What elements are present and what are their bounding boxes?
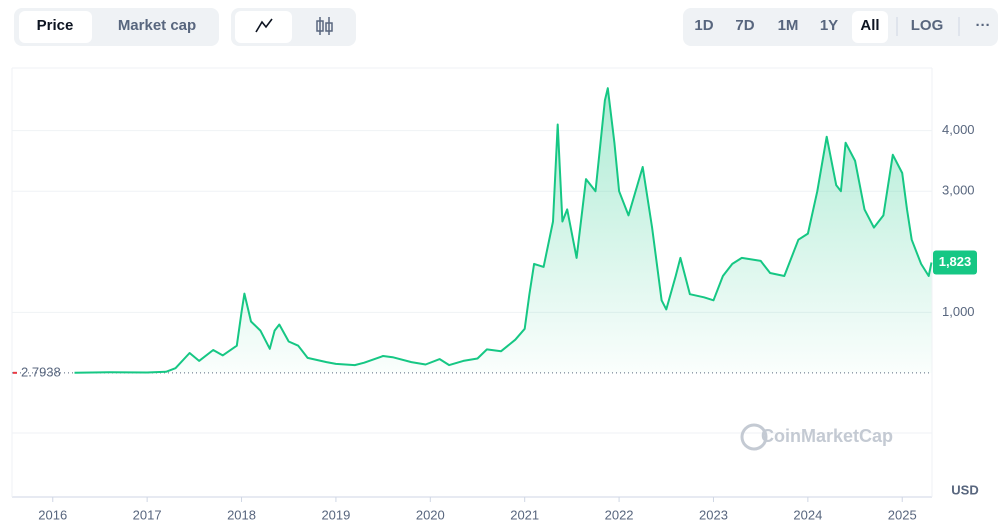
y-tick-label: 3,000	[942, 183, 975, 198]
x-tick-label: 2025	[888, 507, 917, 522]
range-active	[852, 11, 888, 43]
range-button[interactable]: 7D	[735, 17, 754, 34]
range-button[interactable]: 1Y	[820, 17, 838, 34]
x-tick-label: 2022	[605, 507, 634, 522]
marketcap-tab[interactable]: Market cap	[118, 17, 196, 34]
y-tick-label: 4,000	[942, 122, 975, 137]
line-style-button[interactable]	[235, 11, 292, 43]
watermark-logo	[740, 423, 768, 451]
x-tick-label: 2023	[699, 507, 728, 522]
range-button[interactable]: 1M	[778, 17, 799, 34]
currency-label: USD	[951, 482, 978, 497]
x-tick-label: 2020	[416, 507, 445, 522]
x-tick-label: 2019	[321, 507, 350, 522]
start-value-label: 2.7938	[21, 364, 61, 379]
range-group	[683, 8, 998, 46]
current-price-badge	[933, 250, 977, 275]
watermark: CoinMarketCap	[761, 426, 893, 446]
x-tick-label: 2017	[133, 507, 162, 522]
range-button[interactable]: All	[860, 17, 879, 34]
x-tick-label: 2016	[38, 507, 67, 522]
price-line	[74, 87, 933, 374]
y-tick-label: 1,000	[942, 304, 975, 319]
current-price-label: 1,823	[939, 254, 972, 269]
price-tab[interactable]: Price	[37, 17, 74, 34]
line-icon	[255, 18, 273, 33]
tab-active	[19, 11, 92, 43]
price-area	[74, 88, 932, 373]
log-button[interactable]: LOG	[911, 17, 944, 34]
range-button[interactable]: 1D	[694, 17, 713, 34]
x-tick-label: 2018	[227, 507, 256, 522]
candle-icon[interactable]	[316, 17, 333, 35]
more-button[interactable]: ···	[976, 17, 991, 34]
x-tick-label: 2021	[510, 507, 539, 522]
x-tick-label: 2024	[793, 507, 822, 522]
